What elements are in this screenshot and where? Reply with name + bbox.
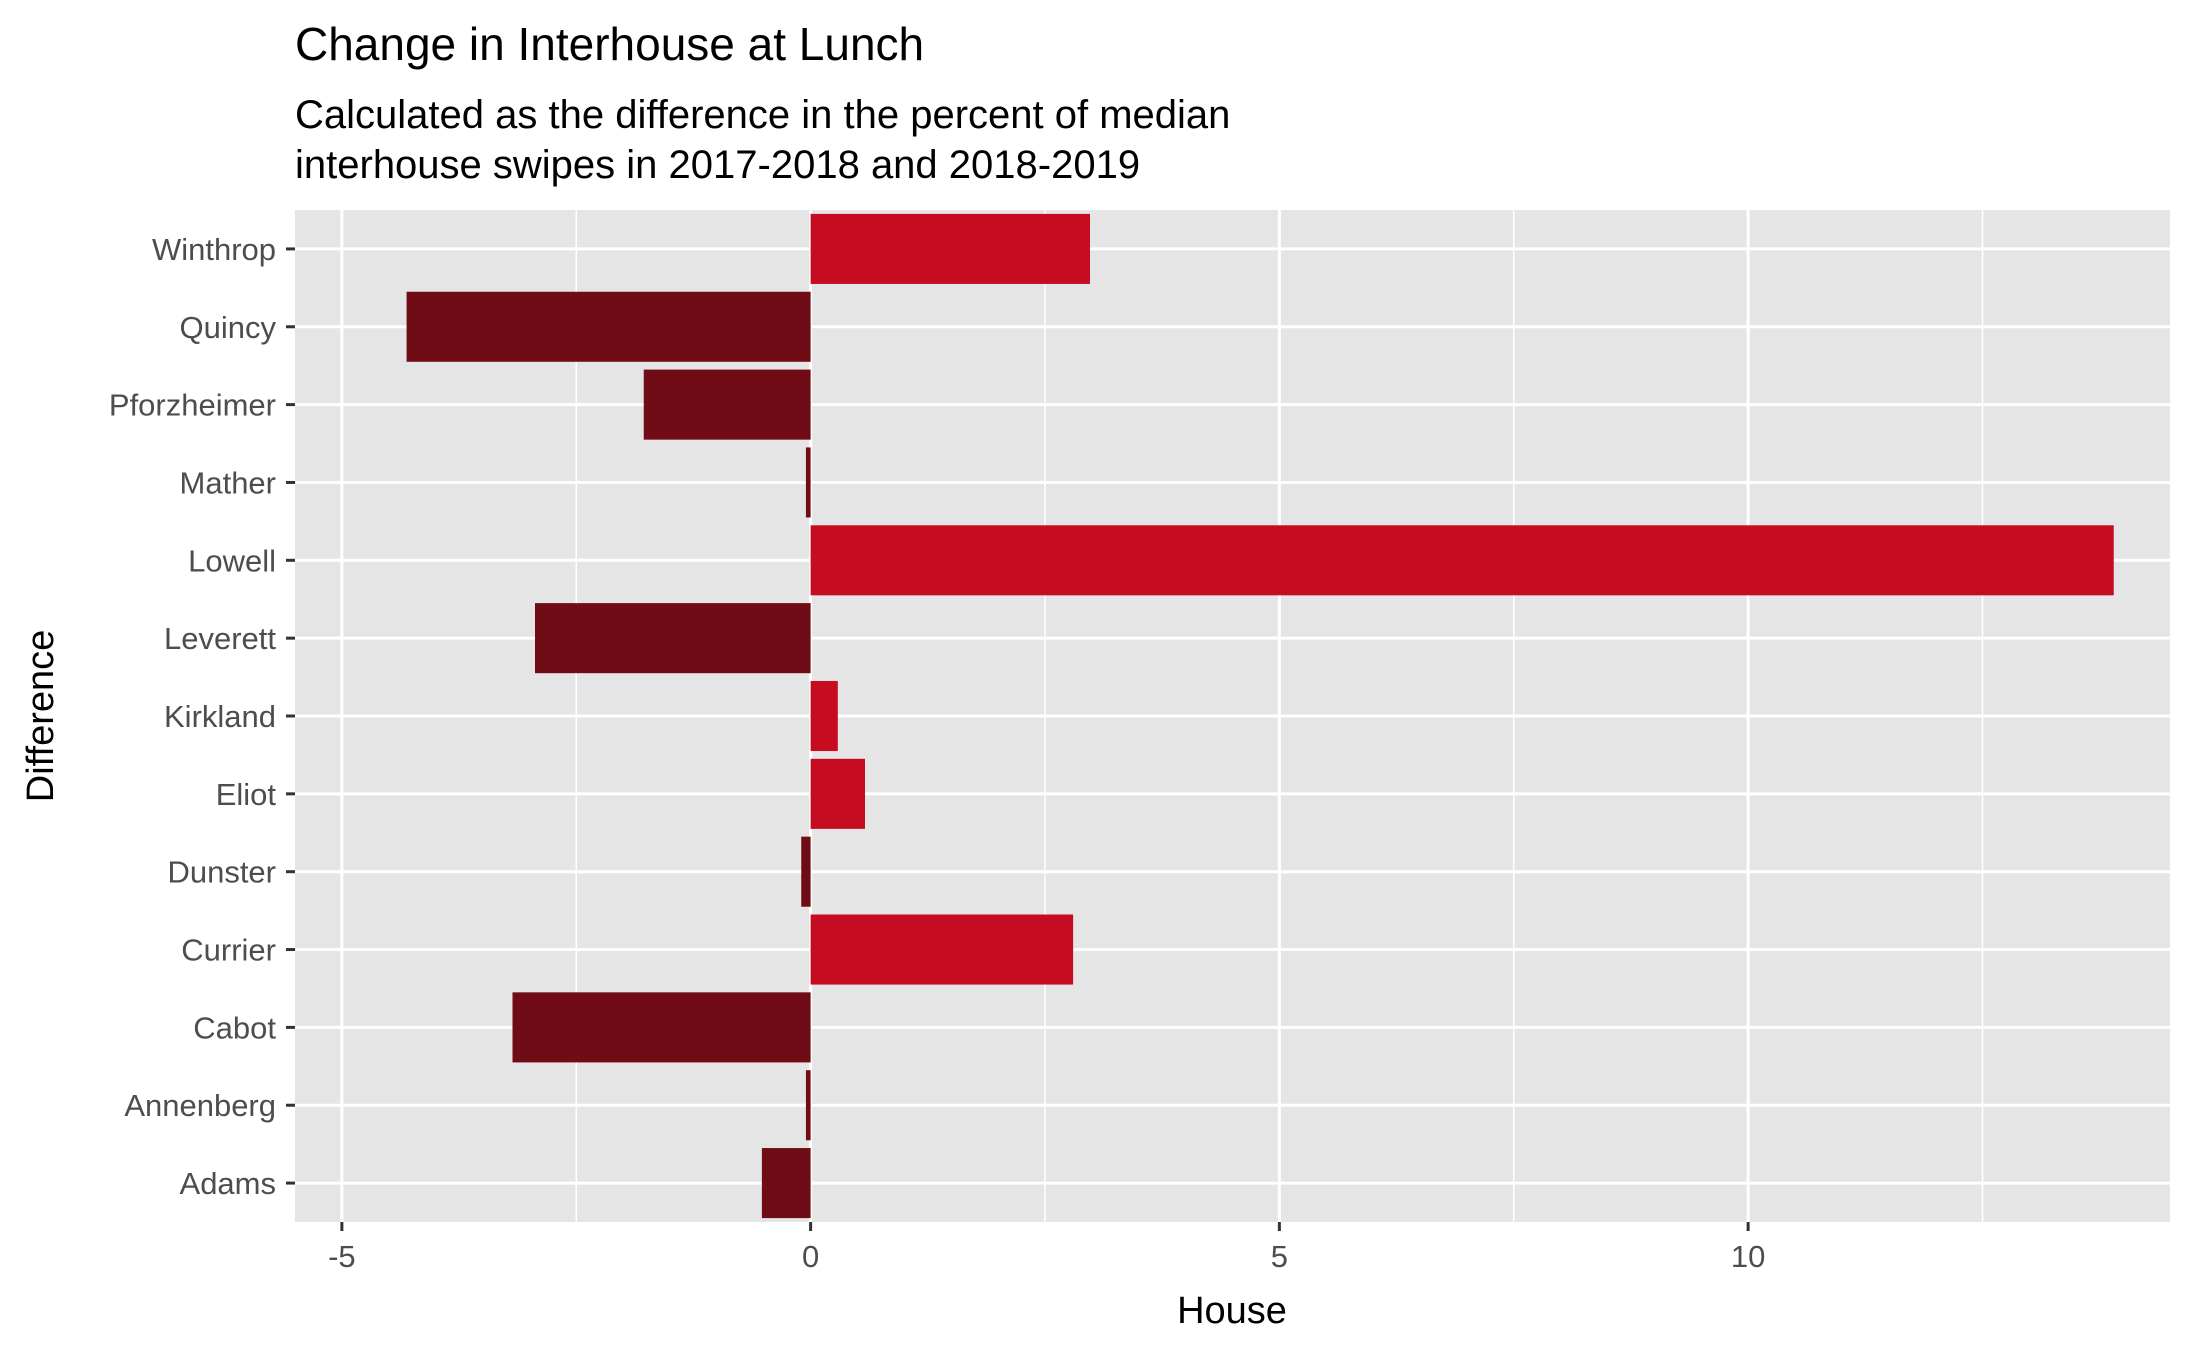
chart-subtitle-line-1: Calculated as the difference in the perc… <box>295 93 1230 137</box>
y-tick-label-mather: Mather <box>180 465 276 500</box>
x-tick-label: 10 <box>1731 1239 1765 1274</box>
axes: Adams Annenberg Cabot Currier Dunster Eliot Ki… <box>109 232 1765 1274</box>
bar-cabot <box>512 992 811 1063</box>
y-tick-label-cabot: Cabot <box>193 1010 276 1045</box>
bar-annenberg <box>805 1070 811 1141</box>
y-tick-label-currier: Currier <box>181 933 276 968</box>
bar-winthrop <box>810 213 1090 284</box>
bar-eliot <box>810 758 865 829</box>
bar-kirkland <box>810 680 838 752</box>
bar-lowell <box>810 525 2114 596</box>
bars <box>406 213 2114 1219</box>
x-tick-label: -5 <box>328 1239 356 1274</box>
bar-pforzheimer <box>643 369 811 440</box>
x-tick-label: 5 <box>1271 1239 1288 1274</box>
y-tick-label-leverett: Leverett <box>164 621 276 656</box>
bar-leverett <box>535 603 811 674</box>
grid-lines <box>295 210 2170 1222</box>
y-tick-label-annenberg: Annenberg <box>124 1088 276 1123</box>
bar-dunster <box>801 836 811 907</box>
y-axis-title: Difference <box>20 630 62 803</box>
bar-currier <box>810 914 1074 985</box>
y-tick-label-quincy: Quincy <box>180 310 277 345</box>
y-tick-label-lowell: Lowell <box>188 543 276 578</box>
x-tick-label: 0 <box>802 1239 819 1274</box>
bar-adams <box>761 1148 811 1219</box>
y-tick-label-winthrop: Winthrop <box>152 232 276 267</box>
bar-mather <box>805 447 811 518</box>
y-tick-label-pforzheimer: Pforzheimer <box>109 388 276 423</box>
y-tick-label-adams: Adams <box>180 1166 276 1201</box>
chart-title: Change in Interhouse at Lunch <box>295 18 924 70</box>
bar-quincy <box>406 291 811 362</box>
x-axis-title: House <box>1177 1290 1287 1332</box>
y-tick-label-eliot: Eliot <box>216 777 277 812</box>
y-tick-label-dunster: Dunster <box>167 855 276 890</box>
y-tick-label-kirkland: Kirkland <box>164 699 276 734</box>
chart-subtitle-line-2: interhouse swipes in 2017-2018 and 2018-… <box>295 143 1140 187</box>
